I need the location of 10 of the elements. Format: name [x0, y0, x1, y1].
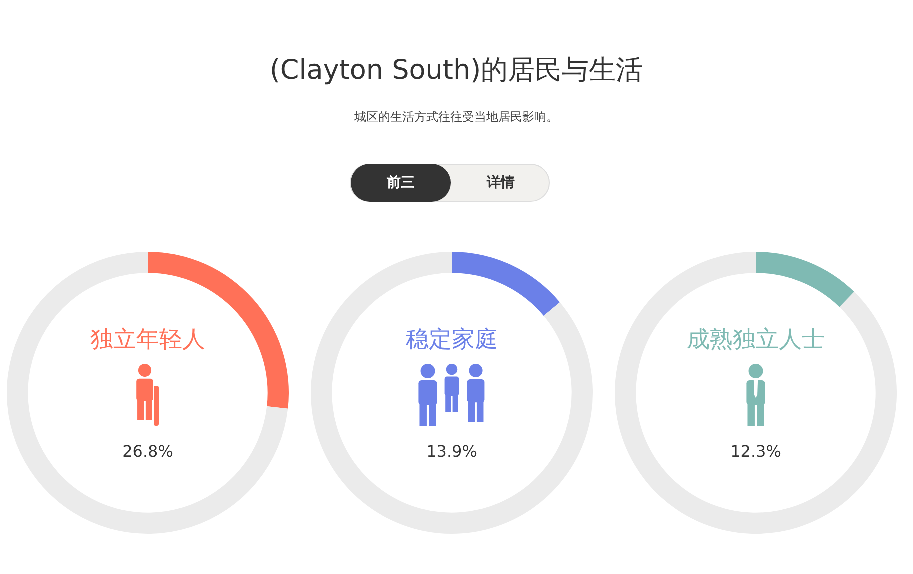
- text: 城区的生活方式往往受当地居民影响。: [354, 109, 560, 126]
- text: 详情: [486, 174, 516, 193]
- text: 12.3%: [730, 442, 782, 461]
- text: 独立年轻人: [90, 326, 206, 355]
- text: 稳定家庭: [405, 326, 499, 355]
- text: 成熟独立人士: [686, 326, 826, 355]
- text: 前三: [351, 164, 451, 202]
- text: (Clayton South)的居民与生活: [268, 54, 644, 88]
- text: 13.9%: [426, 442, 478, 461]
- text: 26.8%: [122, 442, 174, 461]
